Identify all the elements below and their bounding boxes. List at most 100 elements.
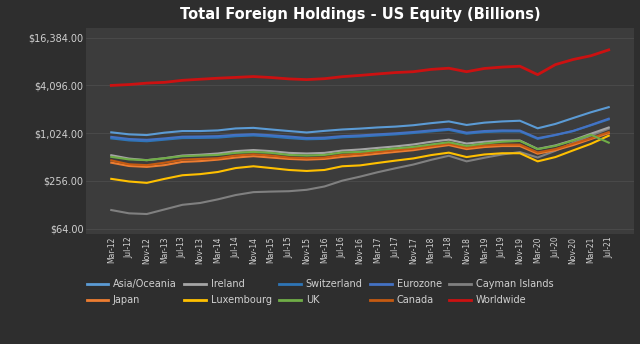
Worldwide <box>250 75 257 79</box>
Asia/Oceania <box>499 119 506 123</box>
Ireland <box>392 144 399 149</box>
Switzerland <box>125 138 133 142</box>
Canada <box>250 152 257 157</box>
Luxembourg <box>143 181 150 185</box>
Worldwide <box>356 73 364 77</box>
Ireland <box>463 141 470 146</box>
UK <box>214 153 221 157</box>
UK <box>587 133 595 137</box>
Switzerland <box>108 136 115 140</box>
Japan <box>303 158 310 162</box>
Ireland <box>516 138 524 142</box>
Canada <box>161 161 168 165</box>
Worldwide <box>374 72 381 76</box>
Cayman Islands <box>570 141 577 145</box>
Asia/Oceania <box>143 133 150 137</box>
Worldwide <box>303 77 310 82</box>
Eurozone <box>499 128 506 132</box>
Eurozone <box>356 133 364 138</box>
Japan <box>534 152 541 156</box>
Japan <box>605 131 612 135</box>
Eurozone <box>214 134 221 138</box>
Cayman Islands <box>481 156 488 160</box>
Worldwide <box>161 80 168 84</box>
Canada <box>445 142 452 146</box>
Japan <box>356 153 364 158</box>
UK <box>499 140 506 144</box>
Ireland <box>285 151 292 155</box>
Ireland <box>356 148 364 152</box>
UK <box>285 153 292 157</box>
Switzerland <box>605 117 612 121</box>
Canada <box>410 147 417 151</box>
Asia/Oceania <box>552 122 559 126</box>
Worldwide <box>534 73 541 77</box>
Cayman Islands <box>392 166 399 170</box>
Asia/Oceania <box>374 125 381 129</box>
UK <box>303 153 310 158</box>
Line: Canada: Canada <box>111 132 609 165</box>
Asia/Oceania <box>481 121 488 125</box>
Japan <box>428 146 435 150</box>
Switzerland <box>534 137 541 141</box>
UK <box>392 146 399 150</box>
Asia/Oceania <box>321 129 328 133</box>
Japan <box>587 137 595 141</box>
Cayman Islands <box>587 133 595 138</box>
Line: Japan: Japan <box>111 133 609 167</box>
Japan <box>481 145 488 149</box>
Canada <box>143 163 150 167</box>
Japan <box>499 144 506 148</box>
Worldwide <box>196 77 204 81</box>
Canada <box>463 146 470 150</box>
Asia/Oceania <box>250 126 257 130</box>
Eurozone <box>268 133 275 137</box>
Asia/Oceania <box>161 131 168 135</box>
Switzerland <box>499 129 506 133</box>
Japan <box>516 144 524 148</box>
Cayman Islands <box>321 184 328 189</box>
Asia/Oceania <box>232 126 239 130</box>
Cayman Islands <box>214 197 221 202</box>
Luxembourg <box>552 155 559 159</box>
UK <box>605 141 612 145</box>
Japan <box>179 160 186 164</box>
Switzerland <box>587 123 595 127</box>
Eurozone <box>250 132 257 136</box>
Cayman Islands <box>250 190 257 194</box>
Asia/Oceania <box>392 125 399 129</box>
Canada <box>534 150 541 154</box>
Eurozone <box>445 127 452 131</box>
Luxembourg <box>392 159 399 163</box>
Switzerland <box>321 137 328 141</box>
Switzerland <box>179 136 186 140</box>
Luxembourg <box>250 164 257 168</box>
Ireland <box>570 138 577 142</box>
Eurozone <box>143 138 150 142</box>
Worldwide <box>481 66 488 71</box>
Asia/Oceania <box>534 126 541 130</box>
Luxembourg <box>232 166 239 170</box>
Ireland <box>534 147 541 151</box>
Cayman Islands <box>445 154 452 158</box>
Cayman Islands <box>463 159 470 163</box>
Canada <box>374 150 381 154</box>
Eurozone <box>339 134 346 138</box>
Japan <box>196 159 204 163</box>
Asia/Oceania <box>410 123 417 127</box>
Japan <box>108 161 115 165</box>
Asia/Oceania <box>516 119 524 123</box>
Canada <box>268 153 275 158</box>
Worldwide <box>143 81 150 85</box>
Japan <box>125 164 133 168</box>
Line: Ireland: Ireland <box>111 128 609 160</box>
Switzerland <box>339 135 346 139</box>
UK <box>534 147 541 151</box>
UK <box>268 151 275 155</box>
Japan <box>232 155 239 160</box>
Canada <box>214 156 221 160</box>
Canada <box>321 155 328 160</box>
Ireland <box>161 156 168 160</box>
Luxembourg <box>179 173 186 177</box>
Worldwide <box>392 71 399 75</box>
